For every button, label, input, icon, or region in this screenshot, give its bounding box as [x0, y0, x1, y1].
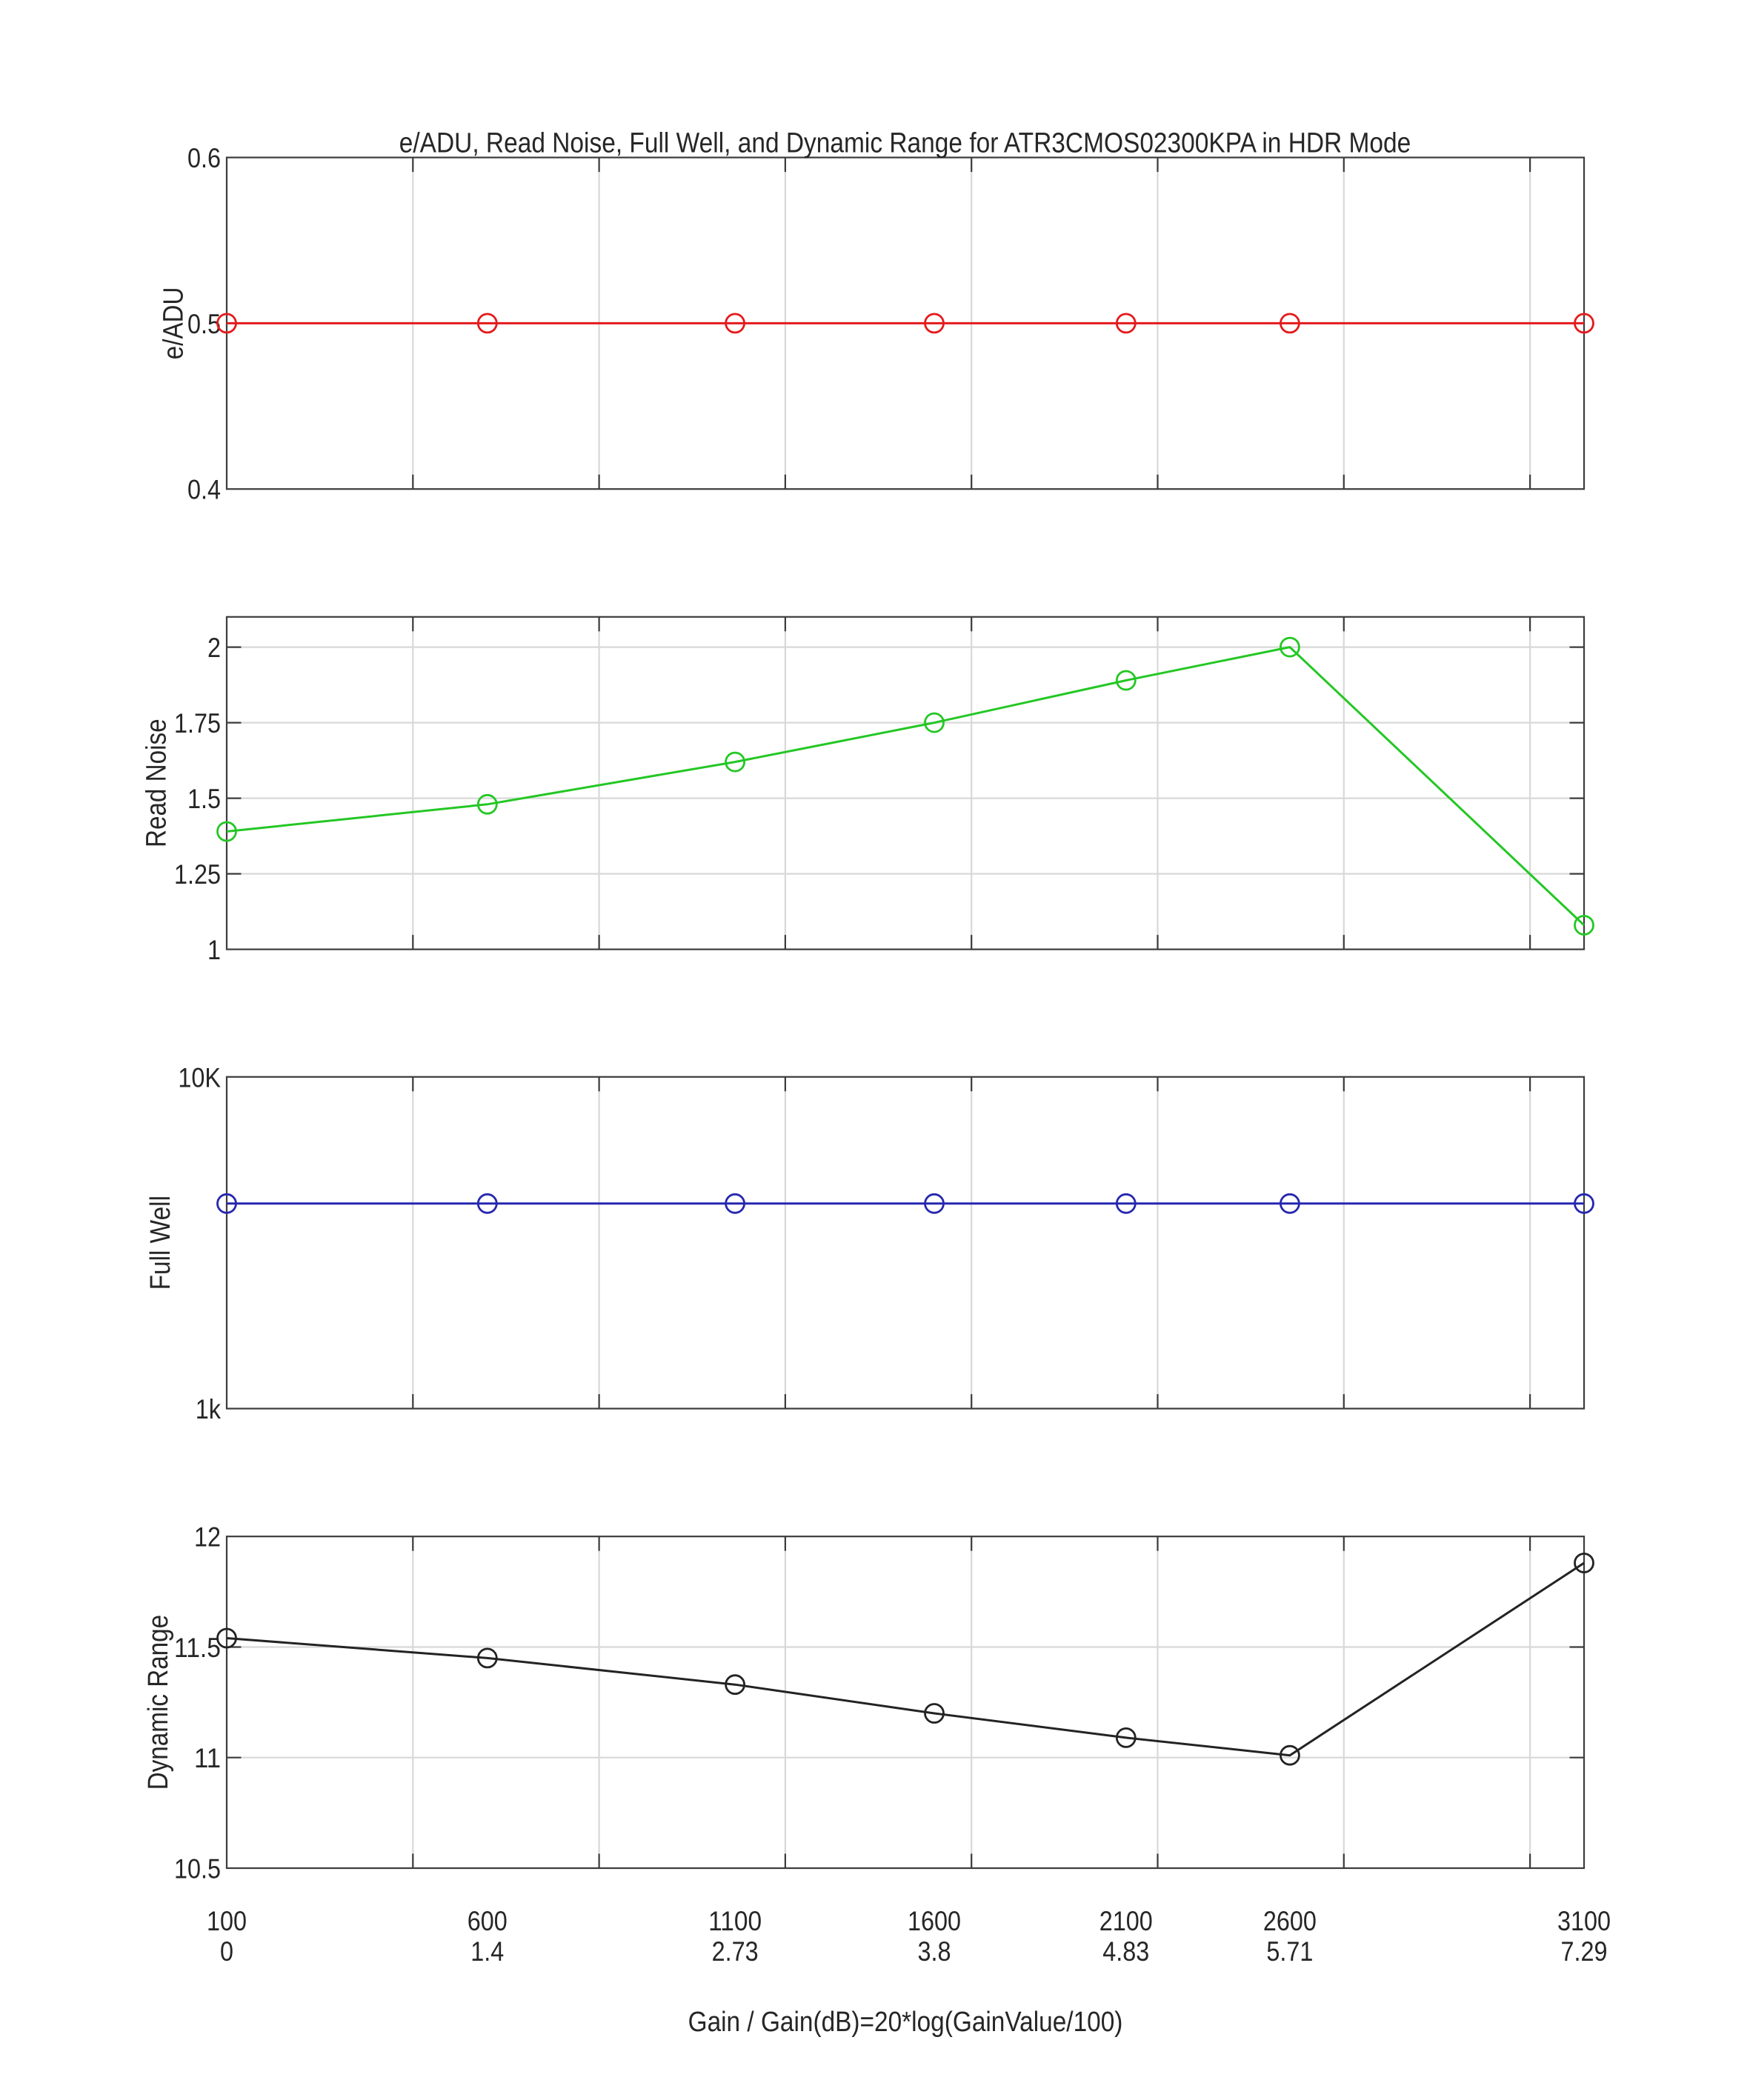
svg-text:100: 100 — [207, 1906, 247, 1936]
svg-text:5.71: 5.71 — [1266, 1936, 1313, 1967]
svg-text:2.73: 2.73 — [712, 1936, 759, 1967]
svg-text:1: 1 — [207, 935, 221, 965]
svg-text:1.5: 1.5 — [187, 784, 221, 814]
svg-text:2600: 2600 — [1263, 1906, 1317, 1936]
svg-text:4.83: 4.83 — [1102, 1936, 1149, 1967]
svg-text:7.29: 7.29 — [1561, 1936, 1608, 1967]
svg-text:10.5: 10.5 — [174, 1854, 221, 1884]
svg-text:12: 12 — [194, 1522, 221, 1553]
svg-text:0: 0 — [220, 1936, 233, 1967]
svg-text:1.75: 1.75 — [174, 708, 221, 739]
svg-text:1k: 1k — [196, 1394, 222, 1424]
svg-text:Full Well: Full Well — [145, 1196, 176, 1290]
svg-text:Dynamic Range: Dynamic Range — [143, 1615, 174, 1790]
svg-text:e/ADU, Read Noise, Full Well,: e/ADU, Read Noise, Full Well, and Dynami… — [399, 128, 1411, 159]
svg-text:11: 11 — [194, 1743, 221, 1773]
svg-text:0.5: 0.5 — [187, 309, 221, 339]
svg-text:1100: 1100 — [708, 1906, 762, 1936]
svg-text:3100: 3100 — [1557, 1906, 1611, 1936]
svg-text:0.6: 0.6 — [187, 143, 221, 173]
svg-text:2100: 2100 — [1099, 1906, 1153, 1936]
svg-text:10K: 10K — [178, 1062, 221, 1093]
svg-text:11.5: 11.5 — [174, 1633, 221, 1663]
svg-text:e/ADU: e/ADU — [159, 287, 190, 359]
svg-text:Read Noise: Read Noise — [142, 719, 173, 847]
svg-text:1.25: 1.25 — [174, 859, 221, 890]
svg-text:600: 600 — [468, 1906, 508, 1936]
svg-text:1600: 1600 — [908, 1906, 961, 1936]
svg-text:2: 2 — [207, 633, 221, 663]
svg-text:1.4: 1.4 — [470, 1936, 504, 1967]
svg-text:3.8: 3.8 — [918, 1936, 951, 1967]
svg-text:0.4: 0.4 — [187, 475, 221, 505]
svg-text:Gain / Gain(dB)=20*log(GainVal: Gain / Gain(dB)=20*log(GainValue/100) — [688, 2007, 1123, 2038]
